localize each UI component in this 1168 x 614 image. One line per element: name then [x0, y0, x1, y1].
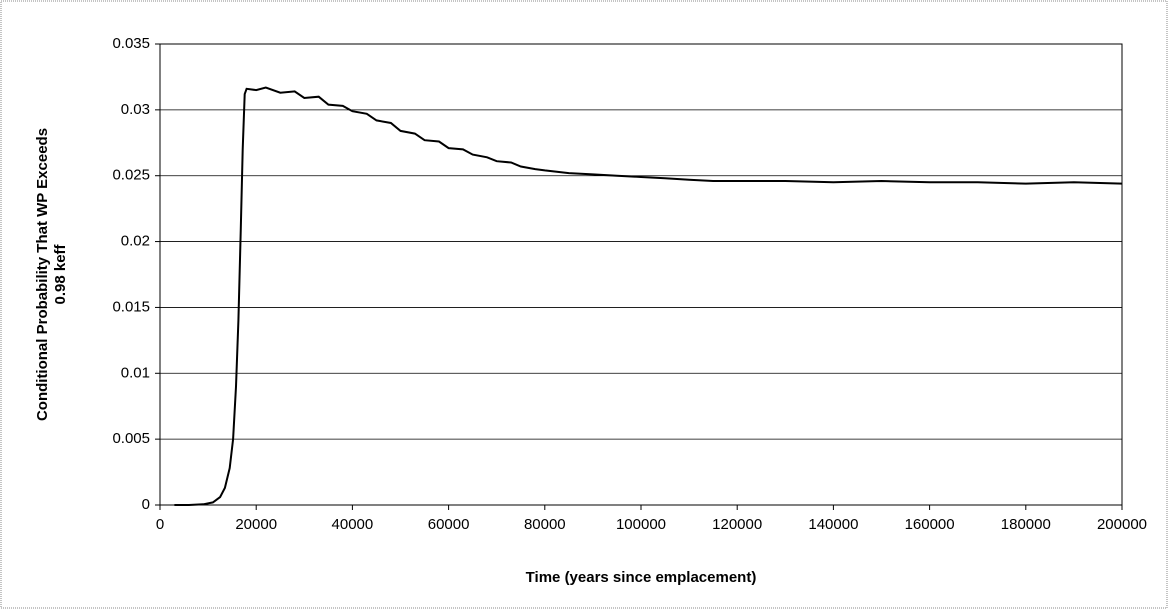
x-tick-label: 40000 [332, 516, 374, 533]
y-tick-label: 0.03 [121, 101, 150, 118]
x-tick-label: 120000 [712, 516, 762, 533]
data-line [174, 86, 1123, 506]
x-tick-label: 200000 [1097, 516, 1147, 533]
y-tick-label: 0 [142, 496, 150, 513]
y-axis-label-line: 0.98 keff [52, 243, 69, 304]
y-tick-label: 0.015 [112, 298, 150, 315]
y-tick-label: 0.005 [112, 430, 150, 447]
x-tick-label: 140000 [808, 516, 858, 533]
x-tick-label: 180000 [1001, 516, 1051, 533]
x-tick-label: 0 [156, 516, 164, 533]
x-tick-label: 20000 [235, 516, 277, 533]
y-axis-label-line: Conditional Probability That WP Exceeds [34, 128, 51, 421]
x-tick-label: 80000 [524, 516, 566, 533]
x-tick-label: 100000 [616, 516, 666, 533]
plot-area [159, 43, 1123, 506]
y-tick-label: 0.01 [121, 364, 150, 381]
y-axis-label: Conditional Probability That WP Exceeds0… [34, 128, 69, 421]
y-tick-label: 0.035 [112, 35, 150, 52]
y-tick-label: 0.025 [112, 167, 150, 184]
x-tick-label: 60000 [428, 516, 470, 533]
x-tick-label: 160000 [905, 516, 955, 533]
x-axis-label: Time (years since emplacement) [526, 569, 757, 586]
y-tick-label: 0.02 [121, 233, 150, 250]
